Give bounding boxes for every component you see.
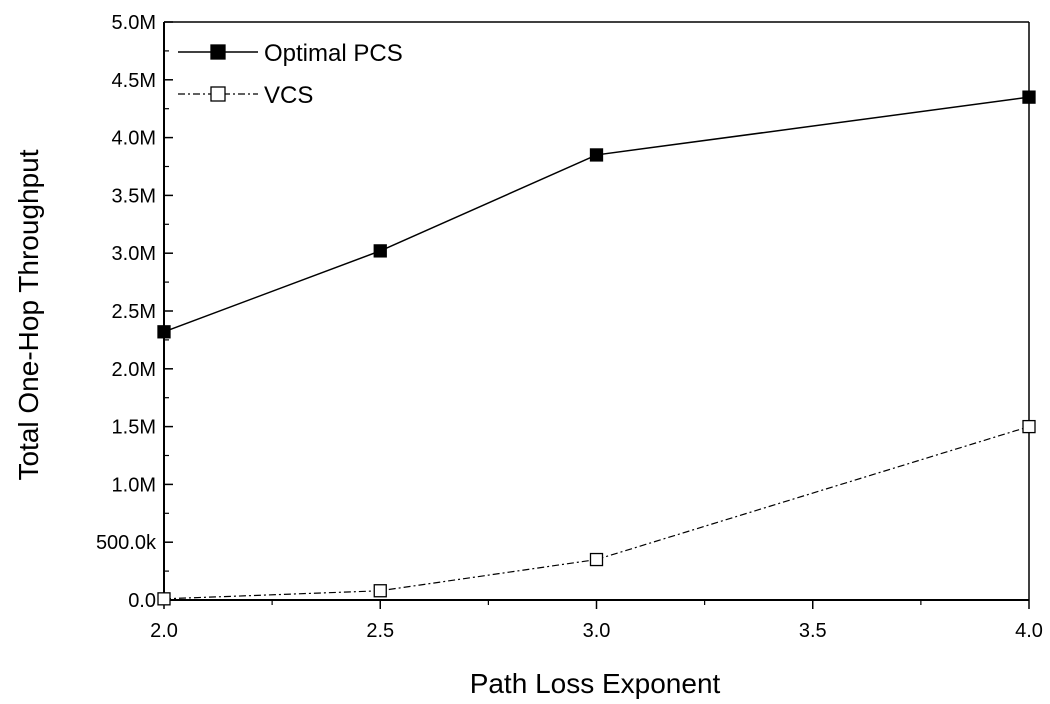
x-tick-label: 2.0 [150,620,178,642]
data-point-marker [589,148,604,162]
y-tick-label: 1.0M [112,474,156,496]
data-point-marker [1022,419,1036,434]
plot-series [157,90,1036,606]
series-optimal-pcs [157,90,1036,339]
y-axis-title: Total One-Hop Throughput [13,149,44,480]
legend-marker [210,44,226,60]
series-vcs [157,419,1036,606]
x-tick-label: 2.5 [366,620,394,642]
x-axis-title: Path Loss Exponent [470,668,721,699]
y-tick-label: 0.0 [128,590,156,612]
series-line [163,426,1030,600]
y-tick-label: 2.5M [112,301,156,323]
y-tick-label: 5.0M [112,12,156,34]
legend: Optimal PCS VCS [178,40,403,109]
y-tick-label: 500.0k [96,532,157,554]
legend-label: VCS [264,82,313,109]
y-tick-label: 4.5M [112,70,156,92]
x-tick-label: 3.0 [583,620,611,642]
x-tick-label: 3.5 [799,620,827,642]
y-tick-label: 2.0M [112,359,156,381]
data-point-marker [373,584,387,598]
legend-item: Optimal PCS [178,40,403,67]
legend-marker [210,86,226,102]
y-tick-label: 3.0M [112,243,156,265]
axis-ticks: 0.0 500.0k 1.0M 1.5M 2.0M 2.5M 3.0M 3.5M 4.0M 4.5… [96,12,1043,642]
data-point-marker [157,325,171,339]
data-point-marker [589,552,604,567]
y-tick-label: 4.0M [112,128,156,150]
series-line [163,96,1030,333]
data-point-marker [157,592,171,606]
data-point-marker [1022,90,1036,104]
legend-label: Optimal PCS [264,40,403,67]
legend-item: VCS [178,82,313,109]
y-tick-label: 1.5M [112,417,156,439]
x-tick-label: 4.0 [1015,620,1043,642]
data-point-marker [373,244,387,258]
y-tick-label: 3.5M [112,185,156,207]
